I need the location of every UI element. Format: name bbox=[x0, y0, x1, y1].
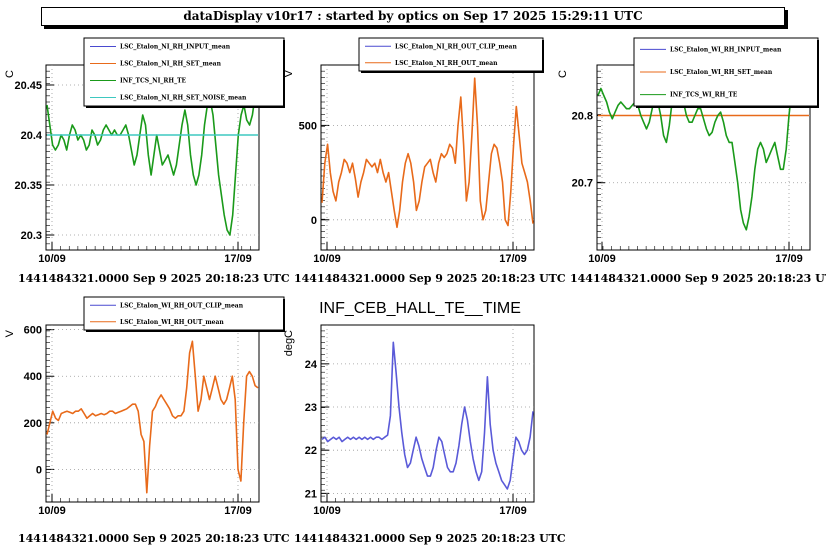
chart-title: INF_CEB_HALL_TE__TIME bbox=[319, 300, 521, 317]
y-tick-label: 20.8 bbox=[572, 110, 593, 122]
legend: LSC_Etalon_WI_RH_INPUT_mean LSC_Etalon_WI… bbox=[633, 37, 819, 108]
y-axis-label: degC bbox=[283, 330, 295, 356]
legend-entry: INF_TCS_NI_RH_TE bbox=[120, 78, 187, 85]
legend: LSC_Etalon_NI_RH_INPUT_mean LSC_Etalon_NI… bbox=[83, 37, 285, 108]
y-tick-label: 20.45 bbox=[14, 80, 42, 92]
y-tick-label: 600 bbox=[24, 325, 42, 337]
legend: LSC_Etalon_NI_RH_OUT_CLIP_mean LSC_Etalon… bbox=[358, 37, 544, 73]
legend-entry: LSC_Etalon_NI_RH_SET_mean bbox=[120, 61, 222, 68]
x-tick-label: 17/09 bbox=[499, 253, 527, 265]
legend-entry: LSC_Etalon_NI_RH_OUT_CLIP_mean bbox=[395, 43, 517, 50]
series-line-2 bbox=[46, 340, 259, 494]
chart-panel-5: 21 22 23 24 10/09 17/09 degC INF_CEB_HALL_TE__T… bbox=[283, 300, 566, 545]
chart-panel-2: 0 500 10/09 17/09 V LSC_Etalon_NI_RH_OUT_CLIP… bbox=[283, 37, 566, 285]
legend-entry: INF_TCS_WI_RH_TE bbox=[670, 92, 738, 99]
x-tick-label: 10/09 bbox=[588, 253, 616, 265]
timestamp-footer: 1441484321.0000 Sep 9 2025 20:18:23 UTC bbox=[18, 272, 290, 285]
y-tick-label: 400 bbox=[24, 371, 42, 383]
y-tick-label: 500 bbox=[299, 120, 317, 132]
chart-panel-3: 20.7 20.8 10/09 17/09 C LSC_Etalon_WI_RH_INPU… bbox=[557, 37, 826, 285]
legend-entry: LSC_Etalon_WI_RH_SET_mean bbox=[670, 69, 773, 76]
series-line-2 bbox=[321, 77, 534, 229]
y-tick-label: 20.4 bbox=[21, 130, 43, 142]
legend-entry: LSC_Etalon_NI_RH_OUT_mean bbox=[395, 60, 498, 67]
y-tick-label: 20.7 bbox=[572, 178, 593, 190]
window-title: dataDisplay v10r17 : started by optics o… bbox=[41, 7, 785, 26]
legend-entry: LSC_Etalon_WI_RH_INPUT_mean bbox=[670, 46, 782, 53]
x-tick-label: 10/09 bbox=[313, 505, 341, 517]
x-tick-label: 10/09 bbox=[38, 253, 66, 265]
y-tick-label: 20.35 bbox=[14, 180, 42, 192]
legend-box bbox=[83, 296, 285, 331]
plot-frame bbox=[320, 64, 535, 251]
series-line-1 bbox=[321, 341, 534, 490]
x-tick-label: 17/09 bbox=[224, 253, 252, 265]
chart-panel-1: 20.3 20.35 20.4 20.45 10/09 17/09 C LSC_Etalon_… bbox=[4, 37, 290, 285]
y-axis-label: V bbox=[4, 329, 16, 337]
y-tick-label: 22 bbox=[305, 445, 317, 457]
legend-entry: LSC_Etalon_NI_RH_INPUT_mean bbox=[120, 44, 231, 51]
timestamp-footer: 1441484321.0000 Sep 9 2025 20:18:23 UTC bbox=[294, 272, 566, 285]
legend-entry: LSC_Etalon_WI_RH_OUT_CLIP_mean bbox=[120, 302, 244, 309]
series-line-3 bbox=[46, 79, 259, 236]
series-line-3 bbox=[597, 74, 810, 231]
y-axis-label: C bbox=[4, 70, 16, 78]
y-tick-label: 24 bbox=[305, 359, 318, 371]
timestamp-footer: 1441484321.0000 Sep 9 2025 20:18:23 UTC bbox=[18, 532, 290, 545]
y-axis-label: C bbox=[557, 70, 569, 78]
y-tick-label: 0 bbox=[311, 215, 317, 227]
y-tick-label: 23 bbox=[305, 402, 317, 414]
x-tick-label: 17/09 bbox=[499, 505, 527, 517]
legend-entry: LSC_Etalon_WI_RH_OUT_mean bbox=[120, 319, 224, 326]
chart-panel-4: 0 200 400 600 10/09 17/09 V LSC_Etalon_WI_RH_OU… bbox=[4, 296, 290, 545]
x-tick-label: 17/09 bbox=[775, 253, 803, 265]
y-tick-label: 20.3 bbox=[21, 230, 42, 242]
x-tick-label: 10/09 bbox=[38, 505, 66, 517]
legend: LSC_Etalon_WI_RH_OUT_CLIP_mean LSC_Etalon… bbox=[83, 296, 285, 332]
y-tick-label: 0 bbox=[36, 464, 42, 476]
y-axis-label: V bbox=[283, 69, 295, 77]
x-tick-label: 10/09 bbox=[313, 253, 341, 265]
timestamp-footer: 1441484321.0000 Sep 9 2025 20:18:23 UTC bbox=[570, 272, 826, 285]
legend-entry: LSC_Etalon_NI_RH_SET_NOISE_mean bbox=[120, 95, 247, 102]
y-tick-label: 200 bbox=[24, 418, 42, 430]
y-tick-label: 21 bbox=[305, 488, 317, 500]
timestamp-footer: 1441484321.0000 Sep 9 2025 20:18:23 UTC bbox=[294, 532, 566, 545]
x-tick-label: 17/09 bbox=[224, 505, 252, 517]
